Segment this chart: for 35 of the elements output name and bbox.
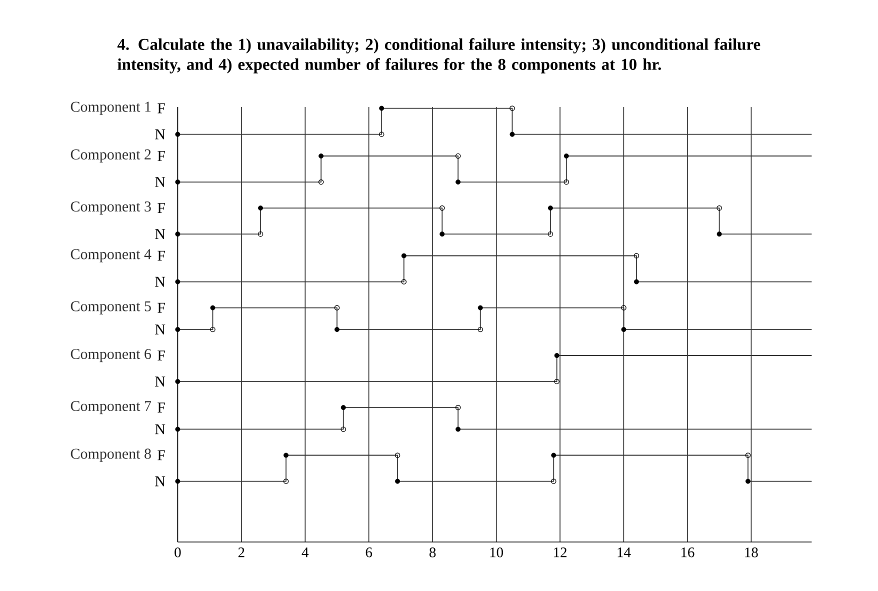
text: F (158, 203, 165, 213)
text: Component 1 (70, 102, 151, 115)
x-tick-label: 4 (302, 548, 309, 558)
text: F (158, 450, 165, 460)
text: F (158, 151, 165, 161)
x-tick-label: 14 (618, 548, 631, 558)
text: Component 3 (70, 201, 151, 215)
text: Component 6 (70, 348, 152, 362)
series-label: Component 5 (70, 301, 151, 314)
text: N (155, 229, 166, 239)
x-tick-label: 18 (745, 548, 758, 558)
text: N (155, 177, 166, 187)
x-tick-label: 16 (681, 548, 694, 558)
text: F (158, 350, 165, 360)
text: N (155, 276, 166, 287)
x-tick-label: 0 (174, 548, 181, 558)
text: Component 4 (70, 249, 152, 262)
text: N (155, 376, 166, 386)
text: N (155, 324, 166, 334)
x-tick-label: 10 (490, 548, 503, 558)
chart-title: 4. Calculate the 1) unavailability; 2) conditional failure intensity; 3) unconditional failure intensity, and 4) expected number of failures for the 8 components at 10 hr. (117, 38, 760, 74)
text: N (155, 129, 166, 140)
text: N (155, 476, 166, 486)
text: N (155, 424, 166, 434)
text: F (158, 402, 165, 412)
text: F (158, 302, 165, 313)
x-tick-label: 6 (366, 548, 372, 558)
x-tick-label: 2 (238, 548, 244, 558)
series-label: Component 7 (70, 400, 152, 414)
text: F (158, 250, 165, 261)
text: Component 2 (70, 149, 151, 163)
x-tick-label: 8 (430, 548, 436, 558)
x-tick-label: 12 (554, 548, 566, 558)
text: Component 8 (70, 448, 151, 462)
text: F (158, 103, 165, 114)
